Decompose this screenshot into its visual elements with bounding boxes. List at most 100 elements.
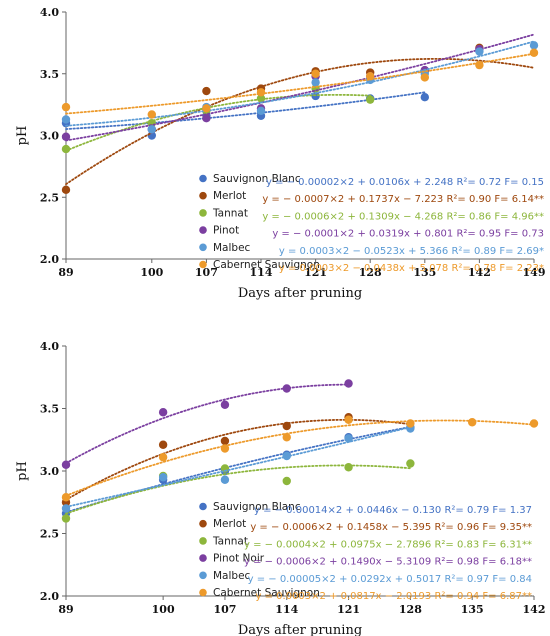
legend-marker [199,502,207,511]
x-tick-label: 107 [213,603,236,616]
legend-entry: Sauvignon Blanc [213,501,301,513]
data-point [344,415,353,424]
x-axis-label: Days after pruning [238,623,362,636]
legend-marker [199,226,207,234]
y-axis-label: pH [15,461,30,481]
legend-marker [199,191,207,200]
data-point [158,440,168,449]
data-point [158,473,168,482]
trendline-0 [65,91,426,130]
trendline-2 [65,464,412,515]
data-point [282,476,291,486]
x-tick-label: 149 [523,266,546,279]
data-point [366,72,375,81]
data-point [282,421,291,431]
data-point [61,514,71,523]
legend-entry: Malbec [213,570,251,582]
y-tick-label: 3.5 [40,403,59,416]
data-point [158,408,168,417]
data-point [406,459,415,468]
y-tick-label: 4.0 [40,340,59,353]
data-point [61,102,71,112]
x-tick-label: 135 [461,603,484,616]
equation-label: y = − 0.0004×2 + 0.0975x − 2.7896 R²= 0.… [244,539,532,550]
x-tick-label: 100 [152,603,175,616]
x-tick-label: 135 [413,266,436,279]
y-tick-label: 2.0 [40,590,59,603]
data-point [61,504,71,513]
x-tick-label: 114 [250,266,273,279]
legend-marker [199,554,207,562]
data-point [282,451,291,461]
y-tick-label: 2.5 [40,528,59,541]
equation-label: y = 0.0003×2 + 0.0817x − 2.0193 R²= 0.94… [256,591,532,602]
data-point [344,463,353,472]
legend-entry: Malbec [213,242,251,254]
equation-label: y = − 0.00005×2 + 0.0292x + 0.5017 R²= 0… [248,574,532,585]
trendline-5 [65,419,535,497]
y-tick-label: 2.0 [40,253,59,266]
legend-marker [199,571,207,580]
data-point [344,434,353,443]
legend-entry: Pinot Noir [213,553,265,565]
data-point [61,132,71,141]
x-tick-label: 121 [337,603,360,616]
legend-marker [199,537,207,545]
equation-label: y = − 0.0007×2 + 0.1737x − 7.223 R²= 0.9… [262,194,544,205]
y-tick-label: 4.0 [40,6,59,19]
x-tick-label: 142 [468,266,491,279]
x-tick-label: 121 [304,266,327,279]
data-point [61,115,71,124]
data-point [147,110,156,119]
legend-entry: Tannat [212,207,248,219]
trendline-4 [65,426,412,508]
x-tick-label: 128 [399,603,422,616]
trendline-4 [65,40,535,127]
chart-top: 2.0 2.5 3.0 3.5 4.0 89 100 107 114 121 128 135 142 14… [15,6,546,301]
y-tick-label: 2.5 [40,191,59,204]
x-tick-label: 128 [359,266,382,279]
data-point [220,475,230,484]
legend-marker [199,519,207,528]
data-point [467,418,477,427]
equation-label: y = − 0.00002×2 + 0.0106x + 2.248 R²= 0.… [266,177,544,188]
data-point [311,69,320,78]
data-point [147,125,156,134]
data-point [61,460,71,469]
data-point [282,433,291,442]
legend-marker [199,588,207,597]
data-point [420,73,429,82]
y-tick-label: 3.0 [40,465,59,478]
data-point [220,436,230,446]
trendline-2 [65,93,372,152]
equation-label: y = − 0.0006×2 + 0.1309x − 4.268 R²= 0.8… [262,211,544,222]
data-point [61,185,71,195]
data-point [202,104,211,113]
data-point [158,453,168,462]
equation-label: y = − 0.0001×2 + 0.0319x + 0.801 R²= 0.9… [272,229,544,240]
x-tick-label: 142 [523,603,546,616]
data-point [366,95,375,104]
chart-bottom: 2.0 2.5 3.0 3.5 4.0 89 100 107 114 121 128 135 142 Da… [15,340,546,636]
equation-label: y = − 0.0006×2 + 0.1458x − 5.395 R²= 0.9… [250,522,532,533]
legend-marker [199,209,207,217]
legend-marker [199,260,207,269]
trendline-3 [65,383,350,465]
data-point [202,114,211,123]
y-axis-label: pH [15,126,30,146]
legend-marker [199,174,207,183]
equation-label: y = 0.0003×2 − 0.0523x + 5.366 R²= 0.89 … [279,246,544,257]
data-point [529,48,539,57]
data-point [344,379,353,388]
x-tick-label: 89 [58,266,73,279]
equation-label: y = − 0.00014×2 + 0.0446x − 0.130 R²= 0.… [254,505,532,516]
data-point [420,93,429,102]
x-axis-label: Days after pruning [238,286,362,301]
x-tick-label: 114 [275,603,298,616]
y-tick-label: 3.0 [40,130,59,143]
legend-entry: Tannat [212,535,248,547]
data-point [256,106,266,116]
data-point [256,94,266,103]
data-point [311,78,320,87]
